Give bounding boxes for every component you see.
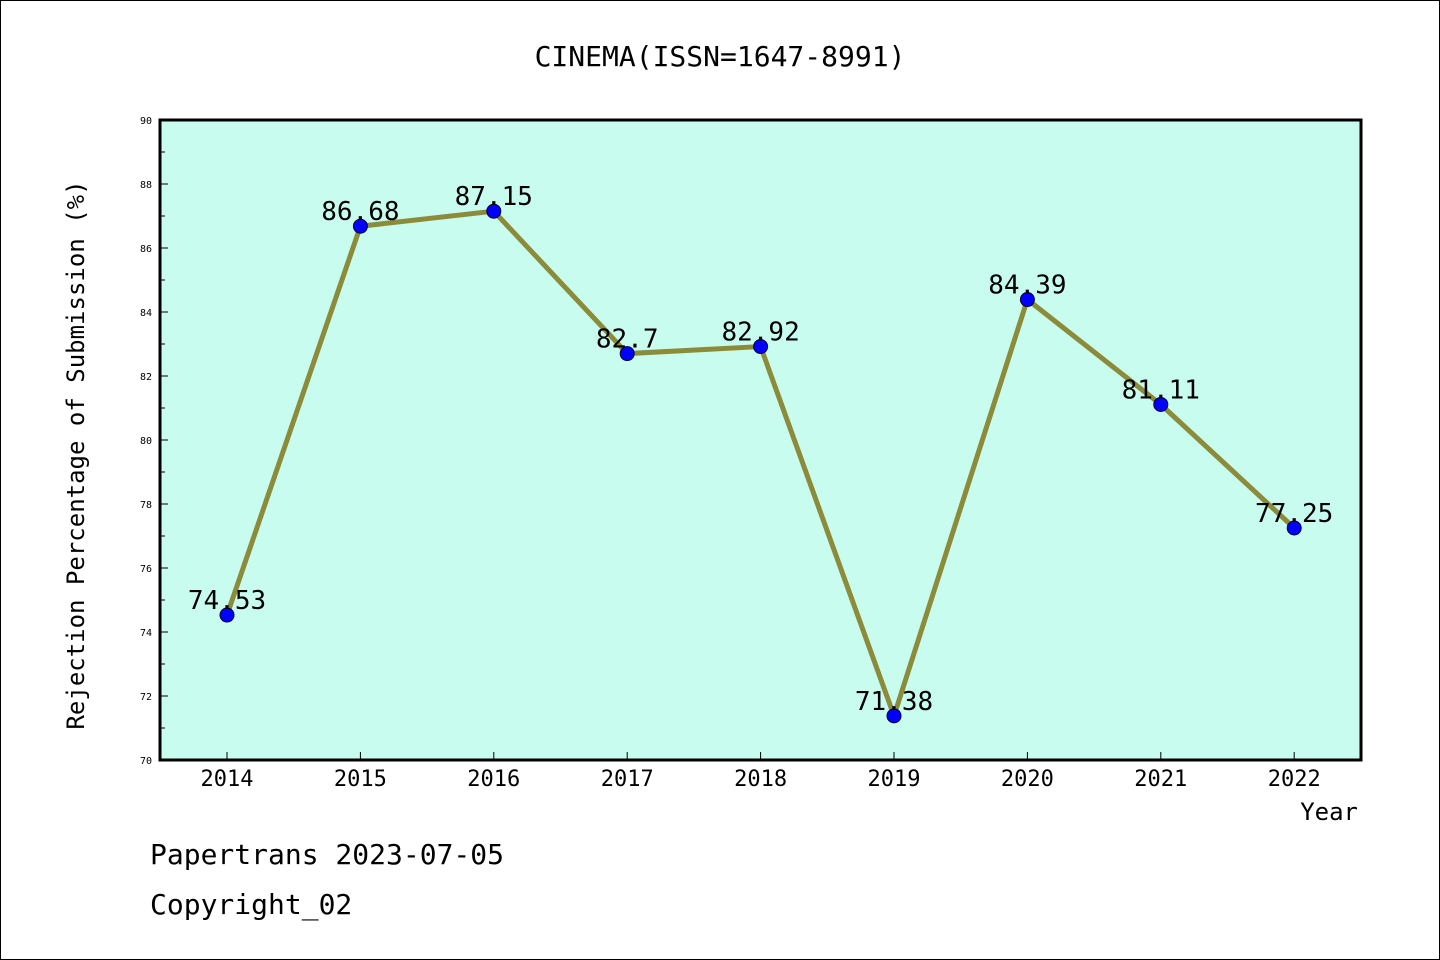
data-label: 71.38 xyxy=(855,687,933,717)
x-tick-label: 2022 xyxy=(1268,767,1321,792)
x-tick-label: 2016 xyxy=(467,767,520,792)
data-label: 82.92 xyxy=(721,318,799,348)
data-point xyxy=(1153,396,1169,412)
footer-copyright: Copyright_02 xyxy=(150,888,352,922)
data-labels: 74.53 86.68 87.15 82.7 82.92 71.38 84.39 81.11 7… xyxy=(188,182,1333,717)
y-tick-label: 90 xyxy=(140,116,152,127)
data-point xyxy=(1286,520,1302,536)
data-point xyxy=(352,218,368,234)
y-tick-label: 88 xyxy=(140,180,152,191)
x-tick-label: 2019 xyxy=(868,767,921,792)
y-tick-label: 76 xyxy=(140,564,152,575)
data-label: 81.11 xyxy=(1122,375,1200,405)
data-point xyxy=(219,607,235,623)
data-label: 84.39 xyxy=(988,271,1066,301)
data-label: 74.53 xyxy=(188,586,266,616)
y-tick-label: 70 xyxy=(140,756,152,767)
data-label: 86.68 xyxy=(321,197,399,227)
x-tick-label: 2014 xyxy=(201,767,254,792)
x-tick-label: 2021 xyxy=(1134,767,1187,792)
data-point xyxy=(753,339,769,355)
chart-title: CINEMA(ISSN=1647-8991) xyxy=(535,40,906,73)
x-tick-label: 2020 xyxy=(1001,767,1054,792)
data-label: 82.7 xyxy=(596,325,659,355)
y-tick-label: 80 xyxy=(140,436,152,447)
y-tick-label: 72 xyxy=(140,692,152,703)
data-point xyxy=(1019,292,1035,308)
y-tick-label: 86 xyxy=(140,244,152,255)
data-label: 87.15 xyxy=(455,182,533,212)
x-tick-label: 2017 xyxy=(601,767,654,792)
data-point xyxy=(619,346,635,362)
y-tick-label: 78 xyxy=(140,500,152,511)
footer-date: Papertrans 2023-07-05 xyxy=(150,838,504,871)
x-tick-label: 2015 xyxy=(334,767,387,792)
plot-border xyxy=(158,118,1363,762)
y-tick-label: 82 xyxy=(140,372,152,383)
data-point xyxy=(886,708,902,724)
y-axis-label: Rejection Percentage of Submission (%) xyxy=(62,180,90,729)
y-tick-label: 84 xyxy=(140,308,152,319)
series-markers xyxy=(219,203,1302,724)
y-tick-label: 74 xyxy=(140,628,152,639)
x-axis-ticks: 2014 2015 2016 2017 2018 2019 2020 2021 2022 xyxy=(201,752,1321,792)
data-label: 77.25 xyxy=(1255,499,1333,529)
x-axis-label: Year xyxy=(1300,798,1358,826)
data-point xyxy=(486,203,502,219)
x-tick-label: 2018 xyxy=(734,767,787,792)
